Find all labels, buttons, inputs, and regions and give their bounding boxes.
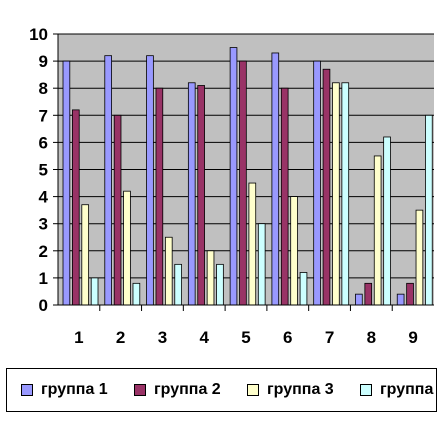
bar-series-1-category-5 xyxy=(229,47,238,306)
legend-label-series-3: группа 3 xyxy=(267,381,334,398)
legend-item-series-4: группа xyxy=(360,381,433,399)
x-tick-label: 8 xyxy=(367,328,376,347)
bar-series-4-category-3 xyxy=(174,263,182,306)
bar-series-2-category-7 xyxy=(322,68,331,306)
x-tick-labels: 1 2 3 4 5 6 7 8 9 xyxy=(74,305,418,347)
x-tick-label: 9 xyxy=(408,328,417,347)
x-tick-label: 4 xyxy=(199,328,209,347)
bar-series-2-category-3 xyxy=(155,87,164,306)
bar-series-3-category-7 xyxy=(332,82,340,306)
bar-series-1-category-8 xyxy=(355,293,363,306)
bar-series-1-category-7 xyxy=(313,60,321,306)
bar-series-3-category-4 xyxy=(206,250,215,306)
bar-series-2-category-4 xyxy=(197,85,205,306)
bar-series-4-category-4 xyxy=(216,263,224,306)
bar-series-2-category-2 xyxy=(113,114,122,306)
bar-series-3-category-3 xyxy=(164,236,173,306)
legend-label-series-4: группа xyxy=(380,381,434,398)
x-tick-label: 1 xyxy=(74,328,83,347)
legend-item-series-1: группа 1 xyxy=(21,381,108,399)
bar-series-2-category-8 xyxy=(364,282,373,306)
legend-swatch-series-1 xyxy=(21,384,33,396)
bar-series-3-category-5 xyxy=(248,182,257,306)
bar-series-3-category-2 xyxy=(123,190,131,306)
bar-series-1-category-9 xyxy=(396,293,405,306)
legend-swatch-series-4 xyxy=(360,384,372,396)
y-tick-labels: 0 1 2 3 4 5 6 7 8 9 10 xyxy=(29,25,58,315)
bar-series-2-category-9 xyxy=(406,282,414,306)
bar-series-4-category-1 xyxy=(90,277,99,306)
y-tick-label: 4 xyxy=(39,188,49,207)
x-tick-label: 7 xyxy=(325,328,334,347)
bar-series-3-category-9 xyxy=(415,209,424,306)
x-tick-label: 3 xyxy=(158,328,167,347)
bar-series-1-category-6 xyxy=(271,52,280,306)
y-tick-label: 9 xyxy=(39,52,48,71)
bar-series-4-category-6 xyxy=(299,272,308,306)
y-tick-label: 1 xyxy=(39,269,48,288)
y-tick-label: 0 xyxy=(39,296,48,315)
y-tick-label: 7 xyxy=(39,106,48,125)
legend-swatch-series-3 xyxy=(247,384,259,396)
legend-swatch-series-2 xyxy=(134,384,146,396)
y-tick-label: 3 xyxy=(39,215,48,234)
y-tick-label: 8 xyxy=(39,79,48,98)
bar-series-4-category-9 xyxy=(425,114,433,306)
bar-series-1-category-1 xyxy=(62,60,71,306)
legend-label-series-1: группа 1 xyxy=(41,381,108,398)
bar-series-2-category-5 xyxy=(239,60,247,306)
bar-series-1-category-2 xyxy=(104,55,112,306)
bar-series-4-category-8 xyxy=(383,136,391,306)
bar-chart: 0 1 2 3 4 5 6 7 8 9 10 1 2 3 4 5 6 7 8 9 xyxy=(29,25,434,347)
bar-series-1-category-3 xyxy=(146,55,154,306)
legend-item-series-2: группа 2 xyxy=(134,381,221,399)
bar-series-4-category-5 xyxy=(257,223,266,306)
legend-item-series-3: группа 3 xyxy=(247,381,334,399)
bar-series-4-category-2 xyxy=(132,282,141,306)
bar-series-4-category-7 xyxy=(341,82,350,306)
bar-series-1-category-4 xyxy=(187,82,196,306)
x-tick-label: 6 xyxy=(283,328,292,347)
bar-series-3-category-8 xyxy=(373,155,382,306)
y-tick-label: 6 xyxy=(39,133,48,152)
y-tick-label: 2 xyxy=(39,242,48,261)
y-tick-label: 5 xyxy=(39,161,48,180)
x-tick-label: 5 xyxy=(241,328,250,347)
bar-series-3-category-1 xyxy=(81,204,90,306)
bar-series-2-category-6 xyxy=(280,87,289,306)
legend-label-series-2: группа 2 xyxy=(154,381,221,398)
legend: группа 1 группа 2 группа 3 группа xyxy=(6,368,437,412)
bar-series-3-category-6 xyxy=(290,196,298,306)
y-tick-label: 10 xyxy=(29,25,48,44)
x-tick-label: 2 xyxy=(116,328,125,347)
bar-series-2-category-1 xyxy=(72,109,80,306)
